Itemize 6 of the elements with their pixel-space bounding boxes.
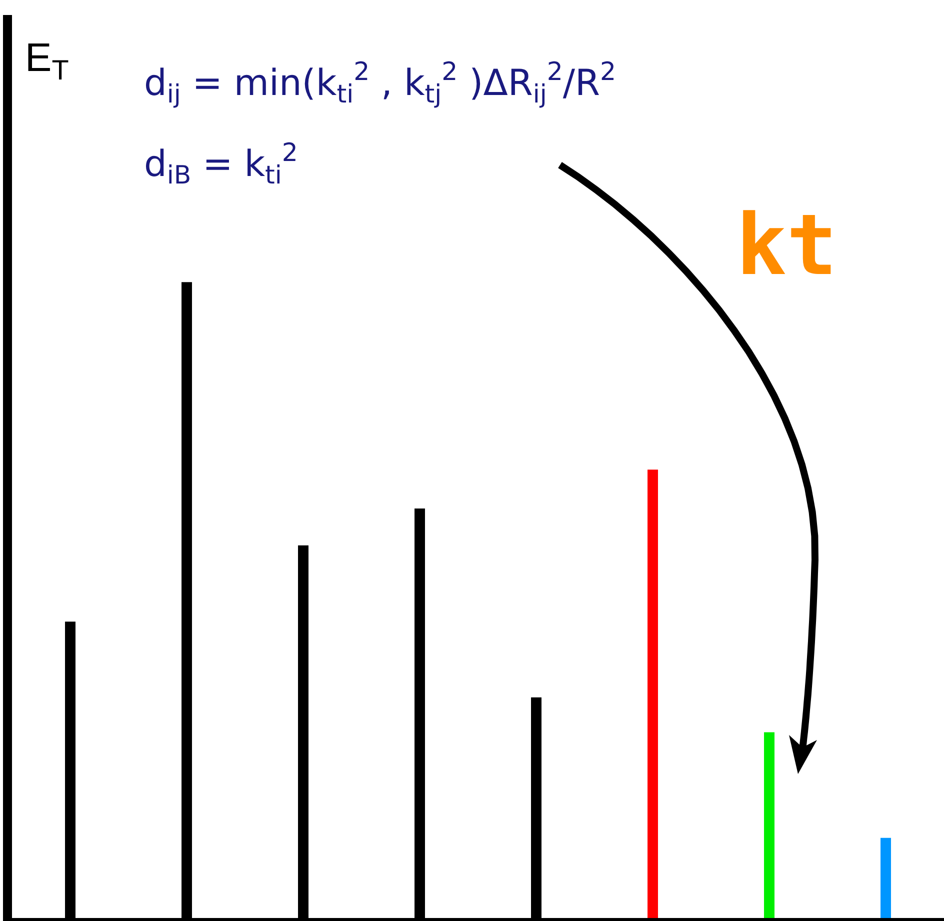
bar <box>764 732 774 918</box>
bar <box>648 470 658 918</box>
text: E$_{T}$ <box>25 36 69 86</box>
text: d$_{ij}$ = min(k$_{ti}$$^{2}$ , k$_{tj}$$^{2}$ )ΔR$_{ij}$$^{2}$/R$^{2}$ <box>144 57 616 109</box>
bar <box>880 838 891 918</box>
annotation: kt <box>736 196 838 294</box>
